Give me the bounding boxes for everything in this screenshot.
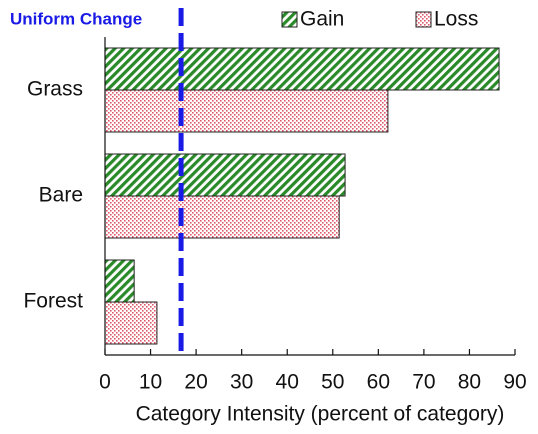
x-tick-label: 90 [503, 371, 526, 394]
reference-label: Uniform Change [10, 9, 142, 28]
bar [104, 259, 135, 303]
x-tick-label: 40 [276, 371, 299, 394]
legend-swatch [415, 11, 432, 28]
x-tick-label: 80 [458, 371, 481, 394]
x-tick-label: 50 [321, 371, 344, 394]
x-tick-label: 60 [367, 371, 390, 394]
y-tick-label: Forest [23, 290, 83, 313]
legend-label: Loss [434, 8, 478, 31]
bar [104, 301, 158, 345]
x-axis-label: Category Intensity (percent of category) [136, 403, 505, 426]
x-tick-label: 0 [99, 371, 111, 394]
x-tick-label: 10 [139, 371, 162, 394]
legend-swatch [281, 11, 298, 28]
bar [104, 89, 389, 133]
legend-label: Gain [300, 8, 344, 31]
x-tick-label: 70 [412, 371, 435, 394]
x-tick-label: 30 [230, 371, 253, 394]
y-tick-label: Grass [27, 78, 83, 101]
bar [104, 47, 500, 91]
x-tick-label: 20 [184, 371, 207, 394]
bar [104, 153, 346, 197]
y-tick-label: Bare [39, 184, 83, 207]
bar [104, 195, 340, 239]
